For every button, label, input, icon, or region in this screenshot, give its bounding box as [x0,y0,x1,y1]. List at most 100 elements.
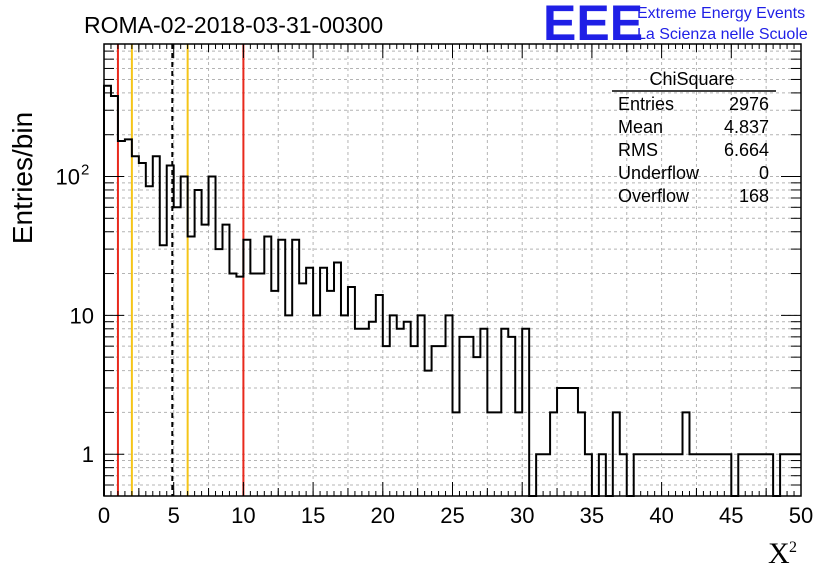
y-tick-label: 10 [70,303,94,328]
histogram-bin [696,454,703,496]
x-tick-label: 5 [168,503,180,528]
histogram-bin [683,412,690,496]
histogram-bin [153,156,160,496]
histogram-bin [209,176,216,496]
x-axis-title-superscript: 2 [789,539,797,556]
histogram-bin [752,454,759,496]
histogram-bin [585,454,592,496]
histogram-bin [243,240,250,496]
histogram-bin [271,291,278,496]
histogram-bin [494,412,501,496]
histogram-bin [432,346,439,496]
histogram-bin [125,139,132,496]
stats-label-entries: Entries [618,94,674,114]
histogram-bin [641,454,648,496]
histogram-bin [174,207,181,496]
y-tick-label: 1 [82,442,94,467]
x-tick-label: 45 [719,503,743,528]
histogram-bin [599,454,606,496]
histogram-bin [299,283,306,496]
histogram-series [103,84,801,497]
histogram-bin [459,337,466,496]
x-tick-label: 20 [371,503,395,528]
histogram-bin [613,412,620,496]
histogram-bin [648,454,655,496]
histogram-bin [634,454,641,496]
histogram-bin [320,268,327,496]
histogram-bin [676,454,683,496]
x-tick-label: 25 [440,503,464,528]
histogram-step-line [103,84,801,497]
histogram-bin [759,454,766,496]
histogram-bin [139,163,146,496]
histogram-bin [404,322,411,496]
histogram-bin [222,225,229,496]
stats-label-mean: Mean [618,117,663,137]
histogram-bin [390,315,397,496]
histogram-bin [132,156,139,496]
histogram-bin [369,322,376,496]
histogram-bin [515,412,522,496]
histogram-bin [202,225,209,496]
histogram-bin [383,346,390,496]
histogram-bin [104,86,111,496]
histogram-bin [257,274,264,496]
histogram-bin [146,186,153,496]
histogram-bin [181,176,188,496]
y-axis-title: Entries/bin [7,112,38,244]
histogram-bin [480,329,487,496]
histogram-bin [717,454,724,496]
stats-label-overflow: Overflow [618,186,690,206]
stats-label-rms: RMS [618,140,658,160]
run-title: ROMA-02-2018-03-31-00300 [84,12,383,38]
histogram-bin [703,454,710,496]
histogram-bin [662,454,669,496]
histogram-bin [418,315,425,496]
histogram-bin [669,454,676,496]
histogram-bin [362,329,369,496]
histogram-bin [738,454,745,496]
logo-line-1: Extreme Energy Events [637,5,805,22]
histogram-bin [341,315,348,496]
plot-frame [103,43,802,497]
histogram-bin [543,454,550,496]
histogram-bin [250,274,257,496]
histogram-bin [292,240,299,496]
stats-value-rms: 6.664 [724,140,769,160]
histogram-bin [306,268,313,496]
histogram-bin [160,245,167,496]
stats-label-underflow: Underflow [618,163,700,183]
histogram-bin [348,287,355,496]
histogram-bin [313,315,320,496]
histogram-bin [557,388,564,496]
histogram-bin [766,454,773,496]
histogram-bin [167,166,174,496]
histogram-bin [216,249,223,496]
stats-value-mean: 4.837 [724,117,769,137]
histogram-bin [334,263,341,496]
stats-value-overflow: 168 [739,186,769,206]
x-axis-title: X [768,537,790,570]
histogram-bin [376,295,383,496]
histogram-bin [278,240,285,496]
y-tick-label-exponent: 2 [81,161,89,178]
histogram-bin [522,329,529,496]
histogram-bin [780,454,787,496]
x-tick-label: 35 [580,503,604,528]
histogram-bin [446,315,453,496]
histogram-bin [710,454,717,496]
stats-value-underflow: 0 [759,163,769,183]
histogram-bin [536,454,543,496]
histogram-bin [439,346,446,496]
eee-logo: EEE Extreme Energy Events La Scienza nel… [543,0,808,51]
histogram-bin [466,337,473,496]
histogram-bin [111,96,118,496]
histogram-bin [620,454,627,496]
histogram-bin [571,388,578,496]
stats-value-entries: 2976 [729,94,769,114]
histogram-bin [453,412,460,496]
x-tick-label: 15 [301,503,325,528]
histogram-bin [550,412,557,496]
histogram-bin [285,315,292,496]
